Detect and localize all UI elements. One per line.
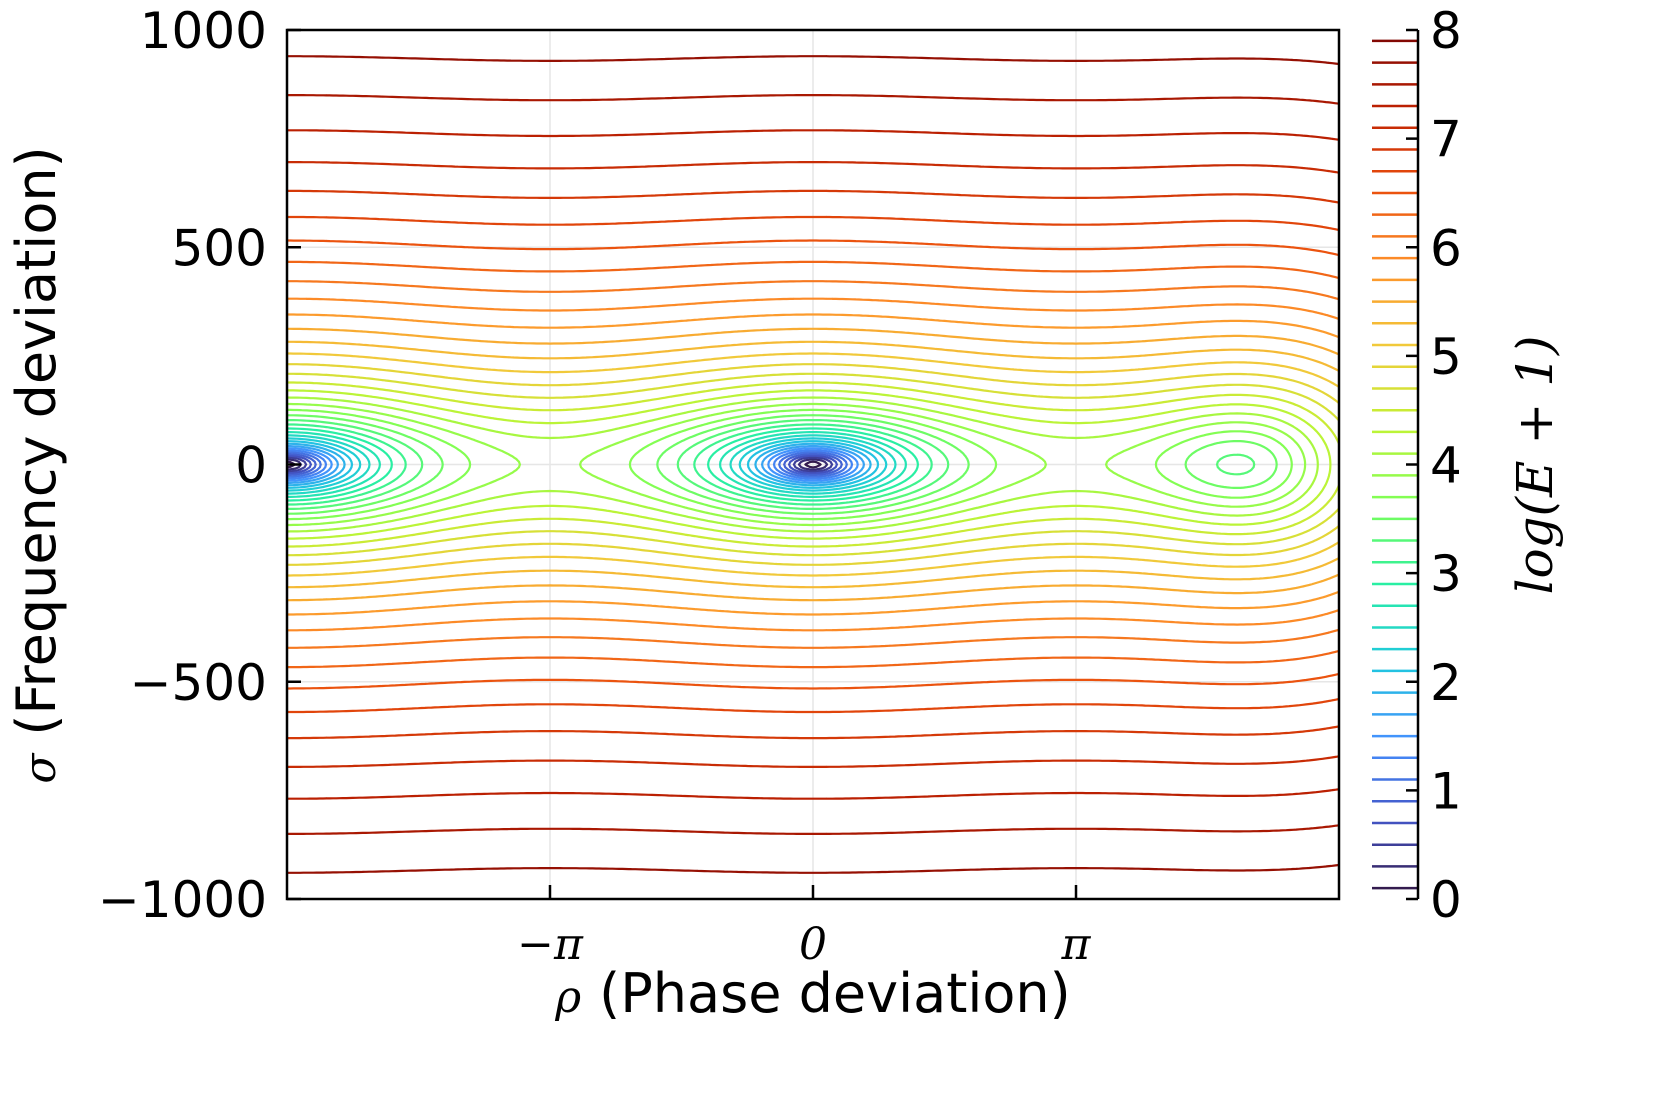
colorbar: 8 7 6 5 4 3 2 1 0 <box>1372 2 1462 929</box>
contour-line <box>287 440 880 489</box>
contour-line <box>287 313 1339 616</box>
colorbar-tick-label: 6 <box>1430 219 1462 277</box>
colorbar-tick-label: 7 <box>1430 111 1462 169</box>
contour-line <box>287 340 1339 589</box>
contour-line <box>287 189 1339 740</box>
contour-line <box>287 445 865 484</box>
x-axis-ticks: −π 0 π <box>517 885 1092 970</box>
colorbar-tick-label: 2 <box>1430 654 1462 712</box>
contour-line <box>287 327 1339 602</box>
y-axis-symbol: σ <box>15 752 66 784</box>
contour-line <box>287 442 872 487</box>
contour-line <box>287 352 1339 577</box>
contour-line <box>287 447 859 482</box>
x-tick-label: −π <box>517 919 584 970</box>
x-tick-label: 0 <box>799 919 827 970</box>
colorbar-tick-label: 3 <box>1430 545 1462 603</box>
contour-line <box>287 437 888 492</box>
contour-line <box>287 396 1319 533</box>
contour-line <box>287 94 1339 835</box>
contour-line <box>287 419 1256 510</box>
colorbar-tick-label: 5 <box>1430 328 1462 386</box>
colorbar-title: log(E + 1) <box>1506 335 1564 594</box>
colorbar-tick-label: 8 <box>1430 2 1462 60</box>
contour-line <box>287 239 1339 690</box>
contour-lines <box>287 55 1339 874</box>
contour-line <box>287 451 848 478</box>
contour-line <box>287 215 1339 714</box>
contour-line <box>287 456 834 473</box>
contour-line <box>287 423 933 506</box>
x-tick-label: π <box>1061 919 1092 970</box>
contour-line <box>287 452 843 477</box>
contour-line <box>287 381 1339 548</box>
contour-line <box>287 297 1339 632</box>
contour-line <box>287 408 1293 521</box>
x-axis-text: (Phase deviation) <box>599 962 1071 1025</box>
contour-line <box>287 129 1339 800</box>
contour-line <box>287 55 1339 874</box>
y-tick-label: 1000 <box>140 2 267 60</box>
contour-line <box>287 161 1339 768</box>
contour-line <box>287 372 1339 557</box>
contour-line <box>287 431 907 498</box>
y-axis-text: (Frequency deviation) <box>5 146 68 735</box>
grid-lines <box>287 29 1339 900</box>
y-tick-label: 500 <box>172 219 267 277</box>
y-tick-label: −1000 <box>98 871 267 929</box>
colorbar-tick-label: 4 <box>1430 437 1462 495</box>
contour-line <box>287 427 919 502</box>
contour-line <box>287 434 897 495</box>
contour-line <box>287 449 854 480</box>
contour-line <box>287 414 1278 515</box>
contour-line <box>287 458 829 471</box>
y-tick-label: 0 <box>235 437 267 495</box>
contour-line <box>287 280 1339 649</box>
contour-line <box>287 363 1339 566</box>
contour-line <box>287 454 838 475</box>
y-axis-ticks: 1000 500 0 −500 −1000 <box>98 2 301 929</box>
contour-line <box>287 260 1339 669</box>
contour-line <box>287 402 1307 527</box>
y-axis-title: σ (Frequency deviation) <box>5 146 68 783</box>
colorbar-tick-label: 1 <box>1430 762 1462 820</box>
x-axis-title: ρ (Phase deviation) <box>554 962 1070 1025</box>
y-tick-label: −500 <box>130 654 267 712</box>
x-axis-symbol: ρ <box>554 972 581 1023</box>
contour-line <box>287 389 1332 540</box>
colorbar-tick-label: 0 <box>1430 871 1462 929</box>
